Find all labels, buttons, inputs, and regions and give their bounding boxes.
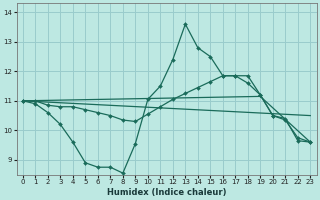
X-axis label: Humidex (Indice chaleur): Humidex (Indice chaleur)	[107, 188, 226, 197]
